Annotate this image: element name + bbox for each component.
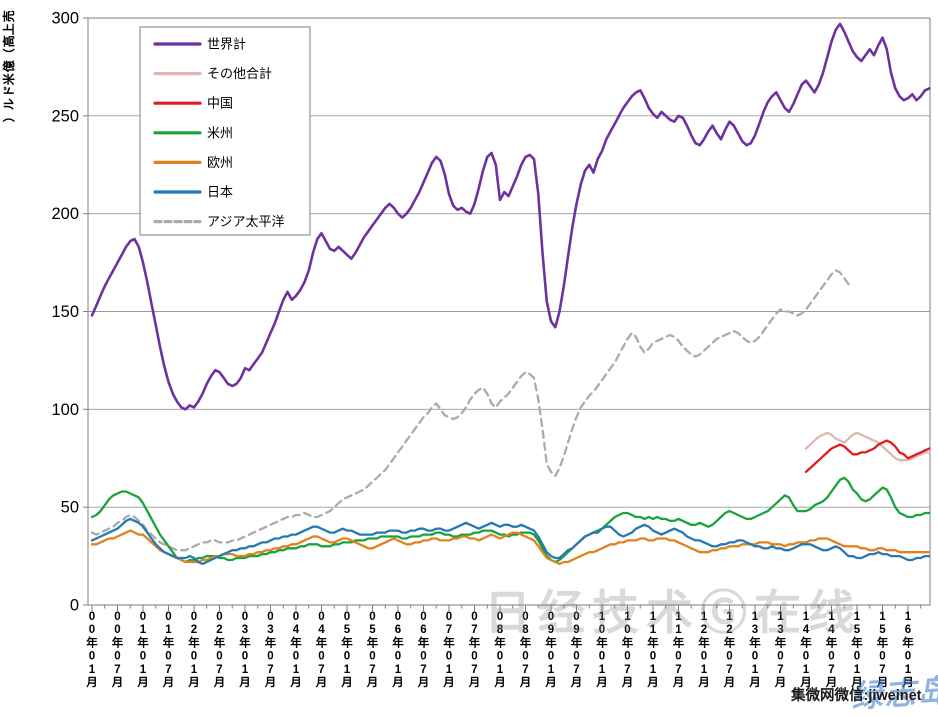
legend-label-世界計: 世界計: [207, 37, 246, 52]
series-line-世界計: [90, 22, 931, 411]
legend-label-中国: 中国: [207, 96, 233, 111]
y-tick-label: 250: [51, 107, 79, 125]
series-line-その他合計: [804, 431, 931, 462]
legend-label-米州: 米州: [207, 125, 233, 140]
y-tick-label: 150: [51, 303, 79, 321]
y-tick-label: 50: [61, 499, 79, 517]
legend-label-日本: 日本: [207, 185, 233, 200]
series-line-欧州: [90, 529, 931, 566]
legend-label-アジア太平洋: アジア太平洋: [207, 214, 284, 229]
legend-label-その他合計: その他合計: [207, 66, 272, 81]
y-tick-label: 200: [51, 205, 79, 223]
y-tick-label: 0: [70, 597, 79, 615]
series-line-中国: [804, 439, 931, 474]
legend-box: [139, 26, 311, 236]
series-line-アジア太平洋: [90, 269, 854, 552]
series-line-日本: [90, 517, 931, 566]
series-line-米州: [90, 476, 931, 564]
legend-label-欧州: 欧州: [207, 155, 233, 170]
y-tick-label: 100: [51, 401, 79, 419]
y-tick-label: 300: [51, 10, 79, 28]
